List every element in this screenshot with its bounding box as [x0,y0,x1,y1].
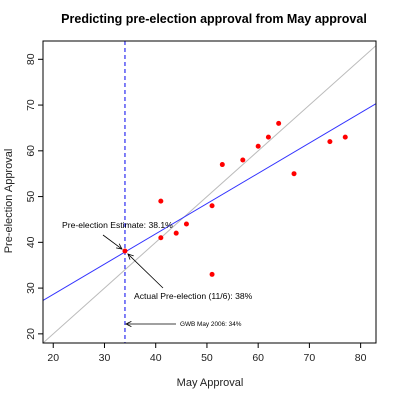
actual-annotation: Actual Pre-election (11/6): 38% [134,291,253,301]
data-point [342,134,348,140]
data-point [327,139,333,145]
x-tick-label: 60 [252,352,264,364]
estimate-annotation: Pre-election Estimate: 38.1% [62,220,173,230]
y-tick-label: 20 [25,328,37,340]
annotations: Pre-election Estimate: 38.1% Actual Pre-e… [62,220,253,328]
x-tick-label: 20 [47,352,59,364]
y-tick-label: 60 [25,145,37,157]
y-axis-label: Pre-election Approval [3,149,15,254]
identity-line [43,45,376,343]
y-tick-label: 80 [25,53,37,65]
data-point [209,271,215,277]
chart-title: Predicting pre-election approval from Ma… [61,12,367,26]
actual-arrow [127,253,164,289]
data-point [158,235,164,241]
x-tick-label: 40 [150,352,162,364]
data-point [122,248,128,254]
y-tick-label: 50 [25,191,37,203]
data-point [255,143,261,149]
x-tick-label: 30 [99,352,111,364]
data-point [265,134,271,140]
x-tick-label: 50 [201,352,213,364]
data-point [219,162,225,168]
x-axis-label: May Approval [177,377,244,389]
y-tick-label: 40 [25,236,37,248]
data-point [276,120,282,126]
plot-lines [43,41,376,343]
gwb-arrow [125,321,176,327]
x-tick-label: 70 [304,352,316,364]
regression-line [43,103,376,301]
data-point [173,230,179,236]
y-tick-label: 70 [25,99,37,111]
data-point [183,221,189,227]
y-tick-label: 30 [25,282,37,294]
gwb-annotation: GWB May 2006: 34% [180,321,242,328]
data-point [209,203,215,209]
data-points [122,120,348,277]
y-axis: 20 30 40 50 60 70 80 [25,53,43,340]
data-point [291,171,297,177]
x-axis: 20 30 40 50 60 70 80 [47,343,367,364]
data-point [158,198,164,204]
x-tick-label: 80 [355,352,367,364]
estimate-arrow [102,234,123,250]
data-point [240,157,246,163]
plot-frame [42,40,377,344]
